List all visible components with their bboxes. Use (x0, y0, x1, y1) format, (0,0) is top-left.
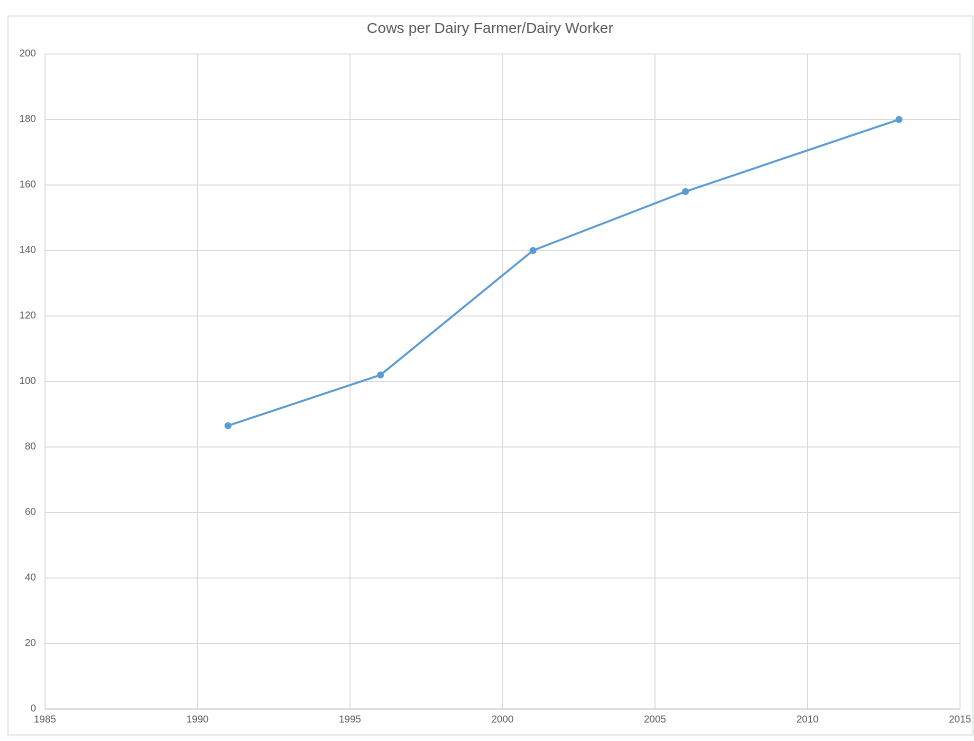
chart-frame (7, 15, 974, 736)
x-tick-label: 1985 (34, 715, 57, 726)
data-point (529, 247, 537, 254)
x-tick-label: 2005 (644, 715, 667, 726)
y-tick-label: 20 (25, 638, 37, 649)
x-tick-label: 2010 (796, 715, 819, 726)
y-tick-label: 60 (25, 507, 37, 518)
x-tick-label: 2015 (949, 715, 972, 726)
y-tick-label: 40 (25, 573, 37, 584)
x-tick-label: 2000 (491, 715, 514, 726)
y-tick-label: 120 (19, 311, 36, 322)
data-point (895, 116, 903, 123)
data-point (682, 188, 689, 196)
x-tick-label: 1995 (339, 715, 362, 726)
x-tick-label: 1990 (186, 715, 209, 726)
y-tick-label: 200 (19, 49, 36, 60)
y-tick-label: 0 (30, 704, 36, 715)
data-point (224, 422, 232, 430)
y-tick-label: 180 (19, 114, 36, 125)
y-tick-label: 100 (19, 376, 36, 387)
chart-title: Cows per Dairy Farmer/Dairy Worker (367, 20, 613, 37)
y-tick-label: 160 (19, 180, 36, 191)
y-tick-label: 140 (19, 245, 36, 256)
y-tick-label: 80 (25, 442, 37, 453)
data-point (377, 371, 384, 379)
